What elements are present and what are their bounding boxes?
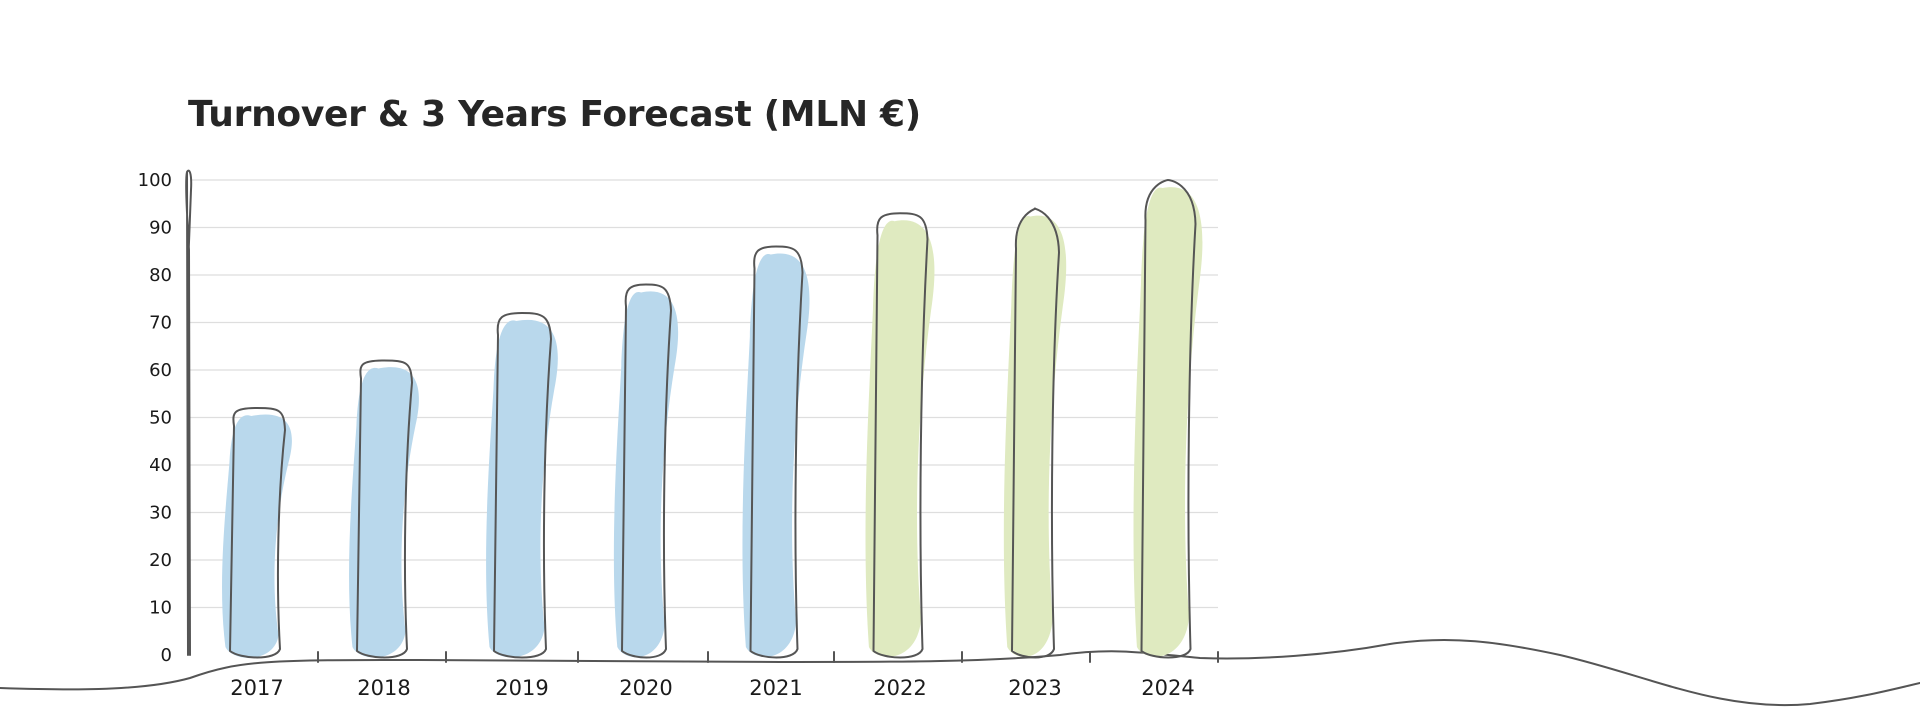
bar-outline (493, 312, 552, 659)
y-axis (185, 169, 193, 656)
bar-fill (222, 414, 292, 658)
bar-outline (229, 407, 286, 659)
y-tick-label: 40 (149, 455, 172, 476)
x-tick-label: 2018 (357, 676, 410, 700)
x-tick-label: 2017 (230, 676, 283, 700)
x-axis-baseline (0, 638, 1920, 707)
bar-outline (872, 212, 929, 659)
y-tick-label: 20 (149, 550, 172, 571)
x-tick-label: 2024 (1141, 676, 1194, 700)
y-tick-label: 70 (149, 313, 172, 334)
bar-outline (749, 245, 804, 659)
bar-fill (613, 291, 679, 658)
y-tick-label: 50 (149, 408, 172, 429)
x-tick-label: 2019 (495, 676, 548, 700)
axes (0, 169, 1920, 707)
bar-fill (742, 253, 810, 657)
bar-outline (1140, 179, 1197, 659)
bar-outline (621, 283, 672, 659)
x-tick-label: 2022 (873, 676, 926, 700)
y-tick-label: 0 (161, 645, 172, 666)
chart-title: Turnover & 3 Years Forecast (MLN €) (188, 94, 921, 135)
y-tick-label: 30 (149, 503, 172, 524)
y-tick-label: 80 (149, 265, 172, 286)
bars (222, 179, 1203, 659)
bar-outline (356, 359, 413, 659)
y-tick-label: 10 (149, 598, 172, 619)
x-tick-label: 2021 (749, 676, 802, 700)
x-tick-label: 2020 (619, 676, 672, 700)
bar-fill (486, 319, 558, 658)
bar-fill (349, 367, 419, 658)
bar-outline (1011, 207, 1060, 659)
bar-fill (1133, 187, 1203, 657)
bar-fill (1003, 215, 1067, 657)
bar-fill (865, 220, 935, 657)
x-tick-label: 2023 (1008, 676, 1061, 700)
y-tick-label: 90 (149, 218, 172, 239)
y-tick-label: 60 (149, 360, 172, 381)
y-tick-label: 100 (138, 170, 172, 191)
axis-labels: 0 10 20 30 40 50 60 70 80 90 100 2017 2018 2019 2020 20… (138, 170, 1195, 700)
